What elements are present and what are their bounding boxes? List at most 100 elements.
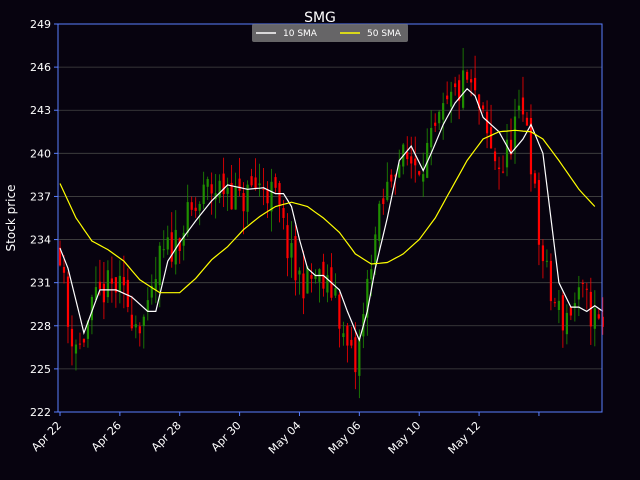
candle-body [458,80,461,101]
candle-body [190,202,193,210]
candle-body [426,142,429,178]
candle-body [202,184,205,205]
candle-body [597,314,600,319]
candle-body [210,184,213,194]
candle-body [501,171,505,173]
candle-body [234,186,237,210]
candle-body [114,277,117,293]
candle-body [414,158,417,166]
candle-body [94,287,98,301]
candle-body [310,275,313,279]
candle-body [110,278,113,284]
candle-body [469,79,473,83]
candle-body [493,151,497,162]
y-tick-label: 225 [30,363,51,376]
candle-body [270,181,273,212]
candle-body [126,279,129,308]
sma-lines [59,87,604,342]
candle-body [581,282,584,284]
candle-body [186,202,189,233]
candle-body [238,178,241,191]
candle-body [346,325,349,346]
candle-body [302,273,305,299]
candle-body [422,174,425,182]
candle-body [541,245,545,262]
candle-body [98,281,102,289]
candle-body [354,337,357,373]
candle-body [170,232,173,262]
candle-body [489,127,493,149]
candle-body [406,152,409,160]
candle-body [122,277,125,286]
candle-body [334,288,337,296]
candle-body [282,208,285,218]
candle-body [294,236,297,281]
candle-body [350,339,353,346]
candle-body [370,269,373,280]
candle-body [382,198,385,205]
candle-body [198,203,201,211]
candle-body [134,324,137,328]
candle-body [485,111,489,134]
candle-body [162,249,165,251]
candle-body [442,103,445,120]
candle-body [525,117,529,126]
candle-body [246,184,249,212]
candle-body [58,247,62,266]
candle-body [130,314,133,329]
legend-label: 50 SMA [367,29,402,39]
candle-body [62,266,66,273]
candle-body [553,302,557,304]
candle-body [573,303,576,308]
y-tick-label: 228 [30,320,51,333]
candle-body [218,180,221,198]
y-tick-label: 249 [30,18,51,31]
candle-body [102,283,106,303]
candle-body [150,285,153,298]
y-tick-label: 222 [30,406,51,419]
candle-body [521,97,525,115]
candle-body [374,234,377,265]
candle-body [537,180,541,245]
y-tick-label: 231 [30,277,51,290]
candle-body [254,177,257,190]
y-tick-label: 240 [30,147,51,160]
candle-body [262,188,265,191]
candle-body [78,343,82,345]
candle-body [82,338,86,343]
candle-body [557,300,560,311]
y-axis-title: Stock price [4,185,18,252]
legend-label: 10 SMA [283,29,318,39]
candle-body [601,316,604,327]
candle-body [454,83,457,88]
candle-body [90,296,94,321]
candle-body [70,328,74,347]
candle-body [174,229,177,265]
candle-body [230,182,233,210]
candle-body [434,122,437,126]
candle-body [106,270,109,298]
legend: 10 SMA 50 SMA [252,24,408,42]
candle-body [549,260,553,302]
candle-body [118,275,121,292]
candle-body [138,326,141,334]
candle-body [326,275,329,293]
candle-body [306,266,309,294]
chart-title: SMG [304,10,336,26]
candle-body [517,105,521,110]
candle-body [66,276,70,327]
candle-body [577,287,580,300]
candle-body [146,300,149,312]
candle-body [569,307,572,316]
candle-body [226,187,229,194]
candle-body [446,95,449,100]
candlesticks [58,47,604,399]
candle-body [477,94,481,109]
y-tick-label: 246 [30,61,51,74]
candle-body [342,333,345,338]
candle-body [298,270,301,275]
y-tick-label: 234 [30,234,51,247]
candle-body [142,316,145,326]
candle-body [86,320,90,339]
